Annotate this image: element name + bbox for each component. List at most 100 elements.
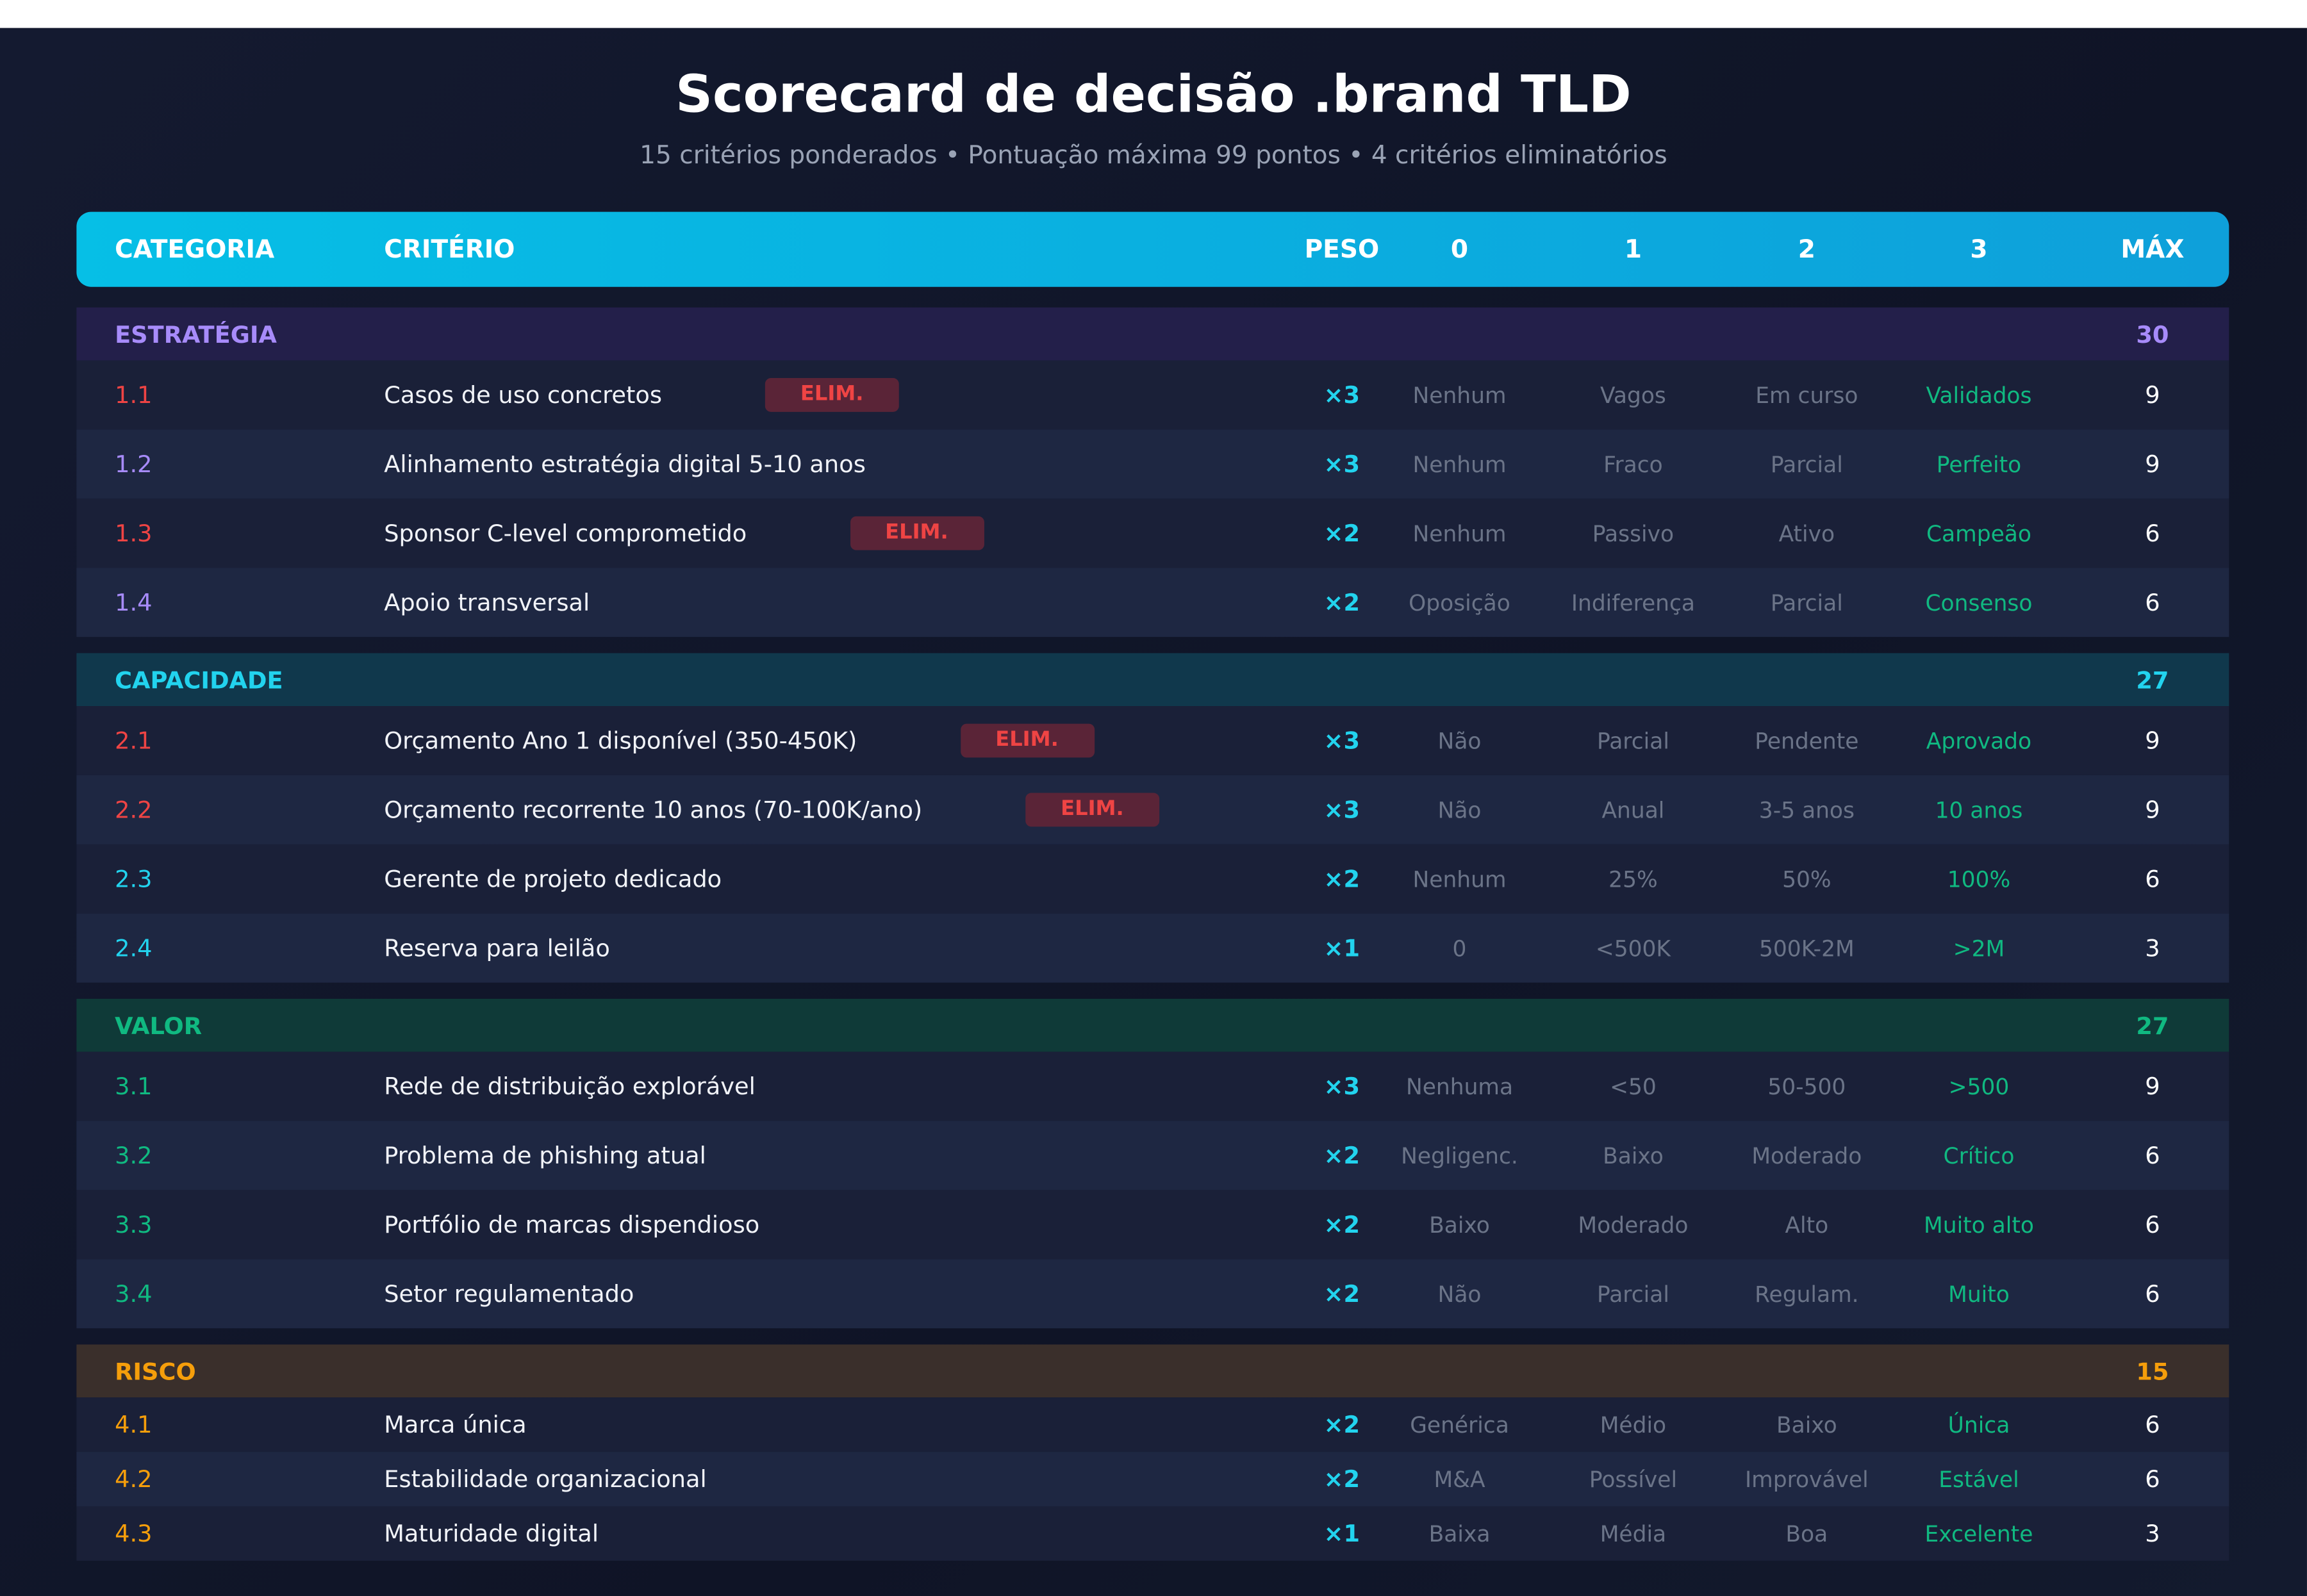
level-label: Baixo (1429, 1211, 1490, 1238)
elim-tag: ELIM. (849, 516, 984, 550)
subtitle: 15 critérios ponderados • Pontuação máxi… (640, 141, 1667, 171)
level-label: Baixo (1776, 1411, 1837, 1438)
level-label: 50% (1782, 866, 1832, 893)
category-header: RISCO 15 (76, 1344, 2229, 1398)
weight: ×3 (1323, 796, 1360, 824)
level-label: >500 (1948, 1073, 2010, 1100)
level-label: Regulam. (1755, 1280, 1859, 1307)
max-score: 9 (2145, 450, 2160, 479)
max-score: 6 (2145, 864, 2160, 893)
criterion-row: 2.3 Gerente de projeto dedicado ×2 Nenhum 25… (76, 844, 2229, 914)
criterion-row: 3.4 Setor regulamentado ×2 Não Parcial Regula… (76, 1259, 2229, 1329)
criterion-name: Orçamento Ano 1 disponível (350-450K) (384, 727, 857, 755)
level-label: Parcial (1596, 727, 1669, 754)
criterion-row: 1.4 Apoio transversal ×2 Oposição Indiferenç… (76, 568, 2229, 638)
level-label: <500K (1595, 935, 1671, 962)
criterion-name: Apoio transversal (384, 588, 590, 616)
level-label: Excelente (1924, 1520, 2033, 1547)
category-header: CAPACIDADE 27 (76, 653, 2229, 707)
level-label: Média (1600, 1520, 1667, 1547)
column-header: 2 (1798, 234, 1815, 265)
criterion-name: Maturidade digital (384, 1519, 599, 1548)
level-label: Moderado (1578, 1211, 1689, 1238)
max-score: 3 (2145, 934, 2160, 962)
table-header: CATEGORIA CRITÉRIO PESO 0 1 2 3 MÁX (76, 211, 2229, 287)
criterion-cell: Portfólio de marcas dispendioso (384, 1190, 759, 1259)
weight: ×1 (1323, 934, 1360, 962)
category-name: VALOR (115, 1011, 203, 1040)
criterion-name: Orçamento recorrente 10 anos (70-100K/an… (384, 796, 923, 824)
level-label: M&A (1434, 1465, 1485, 1493)
max-score: 6 (2145, 1141, 2160, 1170)
criterion-cell: Orçamento Ano 1 disponível (350-450K) ELI… (384, 706, 1095, 775)
level-label: 500K-2M (1758, 935, 1855, 962)
category-group: VALOR 27 3.1 Rede de distribuição exploráve… (76, 998, 2229, 1329)
level-label: Moderado (1751, 1142, 1862, 1169)
criterion-cell: Alinhamento estratégia digital 5-10 anos (384, 429, 866, 498)
level-label: Passivo (1592, 520, 1674, 547)
max-score: 9 (2145, 727, 2160, 755)
criterion-cell: Gerente de projeto dedicado (384, 844, 722, 914)
level-label: 3-5 anos (1758, 796, 1855, 823)
criterion-row: 1.2 Alinhamento estratégia digital 5-10 a… (76, 429, 2229, 499)
category-name: ESTRATÉGIA (115, 320, 277, 348)
criterion-row: 1.1 Casos de uso concretos ELIM. ×3 Nenhum Va… (76, 360, 2229, 430)
weight: ×2 (1323, 1279, 1360, 1308)
criterion-name: Marca única (384, 1410, 527, 1439)
category-group: CAPACIDADE 27 2.1 Orçamento Ano 1 disponíve… (76, 653, 2229, 983)
level-label: Possível (1589, 1465, 1678, 1493)
max-score: 6 (2145, 588, 2160, 616)
criterion-name: Reserva para leilão (384, 934, 610, 962)
criterion-cell: Rede de distribuição explorável (384, 1052, 756, 1121)
level-label: Estável (1939, 1465, 2019, 1493)
level-label: Em curso (1755, 381, 1858, 409)
level-label: Improvável (1745, 1465, 1869, 1493)
weight: ×2 (1323, 588, 1360, 616)
level-label: Nenhum (1412, 866, 1507, 893)
weight: ×1 (1323, 1519, 1360, 1548)
max-score: 6 (2145, 1210, 2160, 1239)
level-label: 0 (1452, 935, 1467, 962)
level-label: Consenso (1925, 589, 2033, 616)
category-group: RISCO 15 4.1 Marca única ×2 Genérica Médio Baix… (76, 1344, 2229, 1561)
column-header: PESO (1304, 234, 1380, 265)
category-name: RISCO (115, 1356, 196, 1385)
criterion-name: Portfólio de marcas dispendioso (384, 1210, 760, 1239)
column-header: CATEGORIA (115, 234, 275, 265)
max-score: 3 (2145, 1519, 2160, 1548)
level-label: Não (1437, 796, 1482, 823)
max-score: 9 (2145, 1072, 2160, 1101)
criterion-id: 4.3 (115, 1519, 153, 1548)
level-label: Ativo (1778, 520, 1835, 547)
level-label: Perfeito (1936, 450, 2022, 478)
level-label: Médio (1600, 1411, 1667, 1438)
criterion-name: Problema de phishing atual (384, 1141, 706, 1170)
level-label: Nenhum (1412, 381, 1507, 409)
page: Scorecard de decisão .brand TLD 15 crité… (0, 28, 2307, 1596)
category-total: 15 (2136, 1356, 2169, 1385)
level-label: Campeão (1926, 520, 2031, 547)
level-label: Alto (1785, 1211, 1829, 1238)
category-total: 27 (2136, 665, 2169, 694)
weight: ×3 (1323, 381, 1360, 409)
criterion-cell: Orçamento recorrente 10 anos (70-100K/an… (384, 775, 1159, 844)
level-label: Fraco (1603, 450, 1663, 478)
category-total: 30 (2136, 320, 2169, 348)
weight: ×3 (1323, 1072, 1360, 1101)
criterion-id: 2.4 (115, 934, 153, 962)
criterion-id: 3.2 (115, 1141, 153, 1170)
level-label: Muito alto (1924, 1211, 2034, 1238)
rows: 2.1 Orçamento Ano 1 disponível (350-450K)… (76, 706, 2229, 983)
weight: ×2 (1323, 519, 1360, 548)
max-score: 9 (2145, 796, 2160, 824)
level-label: Crítico (1943, 1142, 2015, 1169)
rows: 1.1 Casos de uso concretos ELIM. ×3 Nenhum Va… (76, 360, 2229, 638)
title: Scorecard de decisão .brand TLD (675, 66, 1632, 126)
weight: ×2 (1323, 1210, 1360, 1239)
level-label: 100% (1947, 866, 2011, 893)
level-label: Parcial (1770, 450, 1843, 478)
criterion-row: 1.3 Sponsor C-level comprometido ELIM. ×2 Ne… (76, 498, 2229, 568)
criterion-id: 1.2 (115, 450, 153, 479)
level-label: 10 anos (1935, 796, 2023, 823)
column-header: CRITÉRIO (384, 234, 515, 265)
